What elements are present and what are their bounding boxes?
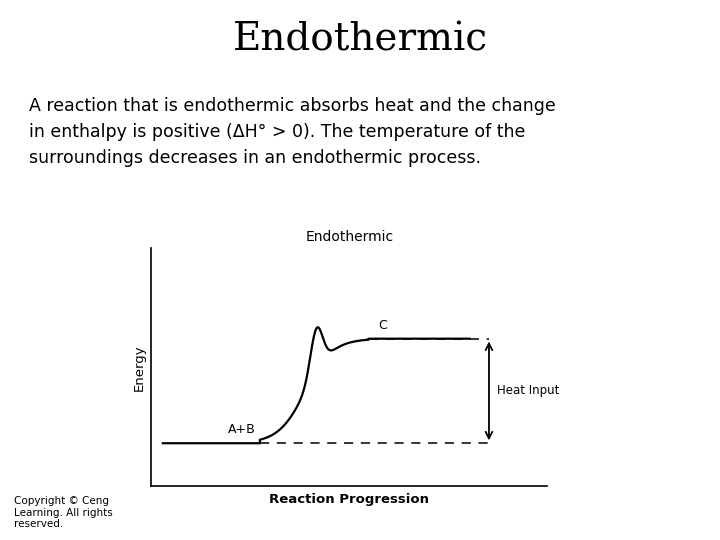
Text: A reaction that is endothermic absorbs heat and the change
in enthalpy is positi: A reaction that is endothermic absorbs h… — [29, 97, 556, 167]
Text: C: C — [378, 319, 387, 332]
X-axis label: Reaction Progression: Reaction Progression — [269, 493, 429, 506]
Text: A+B: A+B — [228, 423, 256, 436]
Y-axis label: Energy: Energy — [132, 344, 145, 390]
Text: Endothermic: Endothermic — [233, 22, 487, 59]
Text: Copyright © Ceng
Learning. All rights
reserved.: Copyright © Ceng Learning. All rights re… — [14, 496, 113, 529]
Title: Endothermic: Endothermic — [305, 231, 393, 245]
Text: Heat Input: Heat Input — [497, 384, 559, 397]
